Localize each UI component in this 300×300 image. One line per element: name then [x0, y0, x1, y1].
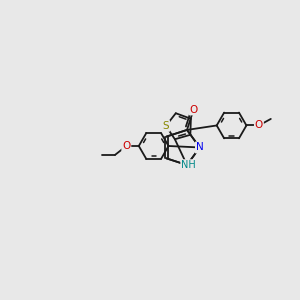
Text: O: O [122, 141, 130, 151]
Text: NH: NH [181, 160, 196, 170]
Text: N: N [196, 142, 204, 152]
Text: O: O [190, 105, 198, 115]
Text: O: O [255, 121, 263, 130]
Text: S: S [163, 121, 169, 131]
Text: N: N [196, 142, 204, 152]
